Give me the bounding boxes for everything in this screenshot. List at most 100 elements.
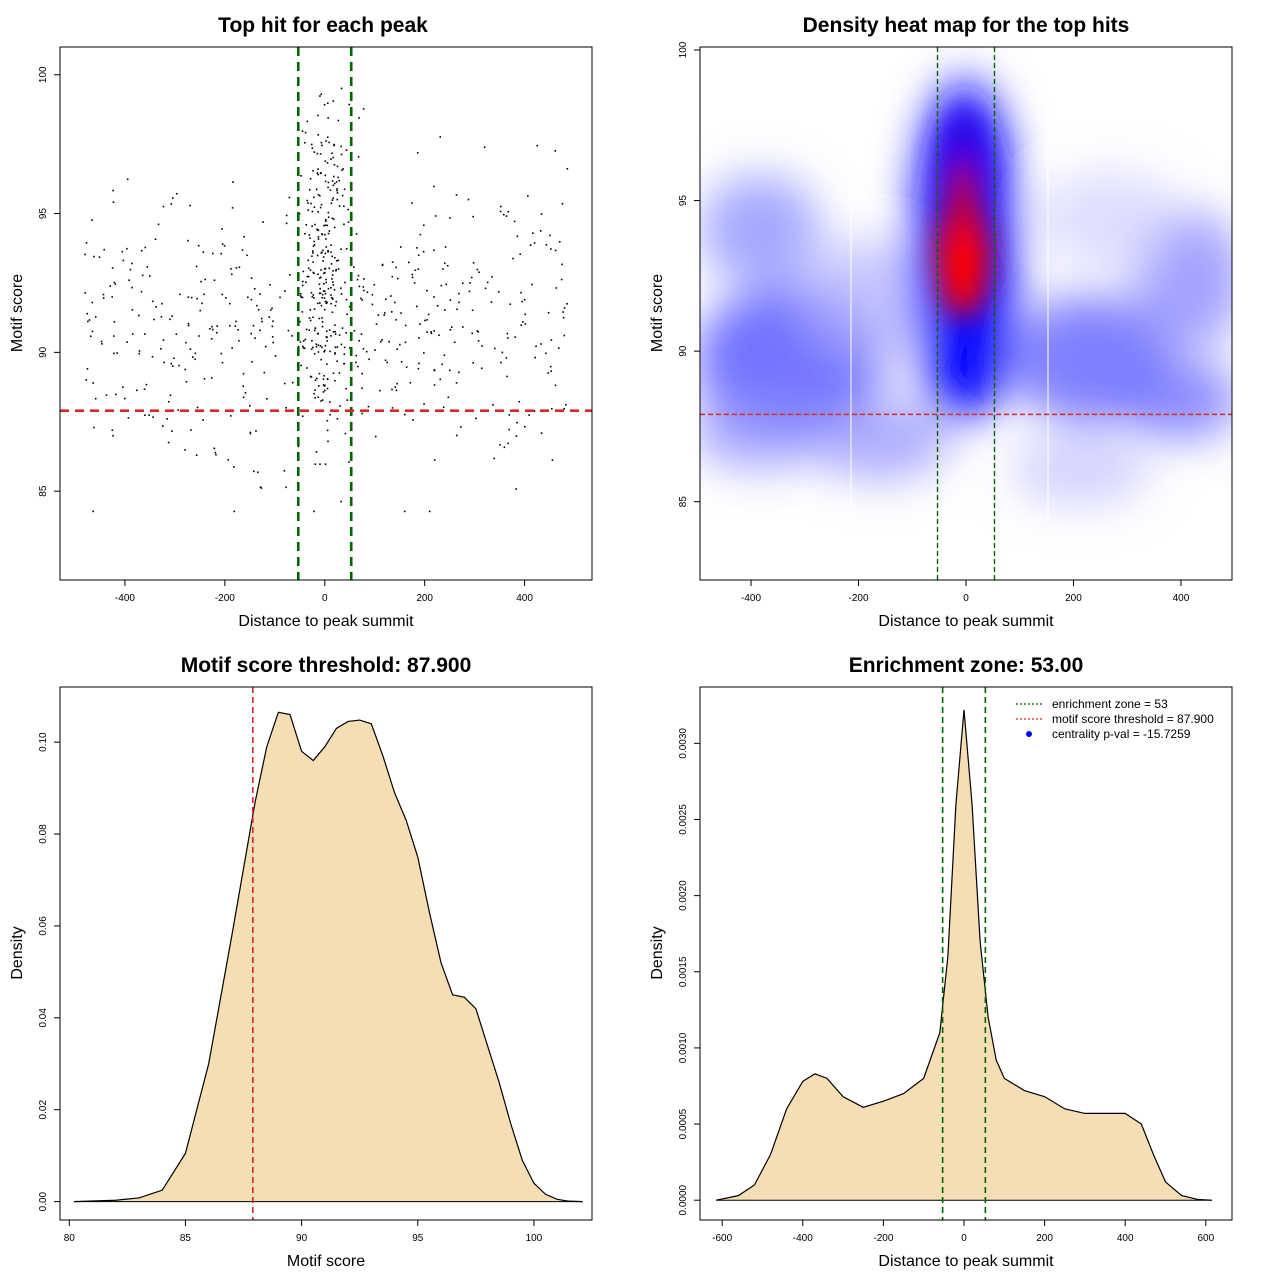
scatter-point	[325, 302, 328, 305]
scatter-point	[490, 301, 493, 303]
scatter-point	[436, 305, 439, 307]
scatter-point	[343, 346, 346, 349]
scatter-point	[244, 392, 247, 394]
scatter-point	[148, 275, 151, 277]
scatter-point	[450, 326, 453, 328]
distance-density-x-tick-label: -400	[793, 1233, 813, 1244]
scatter-point	[111, 429, 114, 432]
scatter-point	[287, 329, 290, 332]
score-density-x-tick-label: 90	[296, 1233, 308, 1244]
scatter-point	[313, 510, 315, 513]
scatter-point	[310, 202, 312, 205]
scatter-point	[184, 368, 187, 371]
scatter-point	[210, 377, 213, 379]
scatter-point	[309, 319, 312, 322]
scatter-point	[138, 314, 140, 317]
score-density-title: Motif score threshold: 87.900	[181, 654, 472, 677]
scatter-point	[476, 330, 479, 332]
scatter-point	[535, 345, 537, 348]
scatter-point	[314, 223, 316, 226]
scatter-point	[417, 254, 420, 257]
scatter-point	[353, 329, 356, 332]
scatter-point	[272, 320, 274, 323]
scatter-point	[550, 370, 553, 372]
scatter-point	[335, 269, 337, 272]
scatter-point	[220, 352, 223, 355]
scatter-point	[381, 339, 383, 341]
scatter-point	[324, 160, 327, 162]
scatter-point	[337, 259, 340, 262]
scatter-point	[194, 358, 196, 361]
score-density-axes: 80 85 90 95 100 0.00 0.02 0.04 0.06 0.08 0.10	[38, 732, 543, 1244]
scatter-point	[409, 381, 412, 384]
scatter-point	[345, 149, 348, 151]
scatter-point	[549, 234, 551, 237]
scatter-point	[357, 274, 360, 277]
scatter-point	[191, 356, 194, 358]
scatter-point	[480, 367, 483, 370]
scatter-point	[312, 245, 315, 247]
scatter-point	[131, 262, 133, 265]
scatter-axes: -400 -200 0 200 400 85 90 95 100	[38, 66, 533, 604]
scatter-point	[332, 197, 334, 199]
scatter-point	[562, 311, 564, 313]
scatter-point	[373, 283, 376, 286]
scatter-point	[345, 298, 348, 301]
scatter-point	[291, 381, 294, 384]
scatter-point	[328, 230, 331, 232]
scatter-point	[312, 250, 314, 252]
scatter-point	[321, 317, 323, 319]
scatter-point	[336, 188, 338, 190]
scatter-point	[417, 268, 420, 270]
scatter-point	[138, 352, 141, 355]
scatter-point	[340, 293, 343, 295]
scatter-point	[321, 321, 324, 323]
scatter-point	[85, 379, 88, 381]
heatmap-xlabel: Distance to peak summit	[878, 613, 1054, 630]
scatter-point	[321, 144, 323, 147]
scatter-point	[332, 270, 334, 272]
scatter-point	[326, 224, 328, 227]
scatter-point	[331, 255, 333, 258]
scatter-point	[100, 340, 103, 343]
scatter-point	[319, 345, 322, 347]
scatter-point	[531, 283, 533, 286]
scatter-point	[343, 353, 346, 356]
scatter-point	[358, 285, 361, 288]
scatter-point	[317, 273, 319, 276]
scatter-point	[395, 389, 398, 392]
scatter-point	[306, 367, 308, 369]
scatter-point	[433, 330, 435, 332]
scatter-point	[327, 117, 329, 119]
scatter-point	[467, 198, 470, 201]
scatter-point	[516, 235, 519, 238]
scatter-point	[320, 269, 322, 271]
scatter-point	[162, 339, 165, 341]
scatter-point	[331, 152, 333, 155]
scatter-point	[361, 412, 363, 415]
score-density-area	[73, 712, 583, 1202]
scatter-point	[317, 332, 319, 335]
scatter-point	[348, 347, 351, 349]
scatter-point	[317, 396, 320, 399]
scatter-point	[375, 323, 378, 325]
scatter-point	[256, 304, 258, 307]
scatter-point	[171, 197, 174, 199]
scatter-point	[314, 397, 316, 399]
scatter-point	[512, 257, 514, 260]
scatter-point	[308, 234, 311, 236]
scatter-point	[319, 95, 321, 97]
scatter-point	[445, 283, 447, 286]
distance-density-curve	[715, 709, 1212, 1201]
scatter-point	[229, 325, 231, 327]
scatter-point	[396, 277, 399, 280]
scatter-point	[340, 87, 343, 90]
scatter-point	[241, 249, 244, 251]
scatter-point	[86, 312, 88, 315]
scatter-point	[314, 463, 317, 466]
scatter-point	[321, 296, 323, 299]
legend-label-threshold: motif score threshold = 87.900	[1052, 712, 1214, 726]
scatter-point	[433, 459, 436, 461]
score-density-y-tick-label: 0.00	[38, 1191, 49, 1211]
scatter-point	[355, 354, 358, 357]
